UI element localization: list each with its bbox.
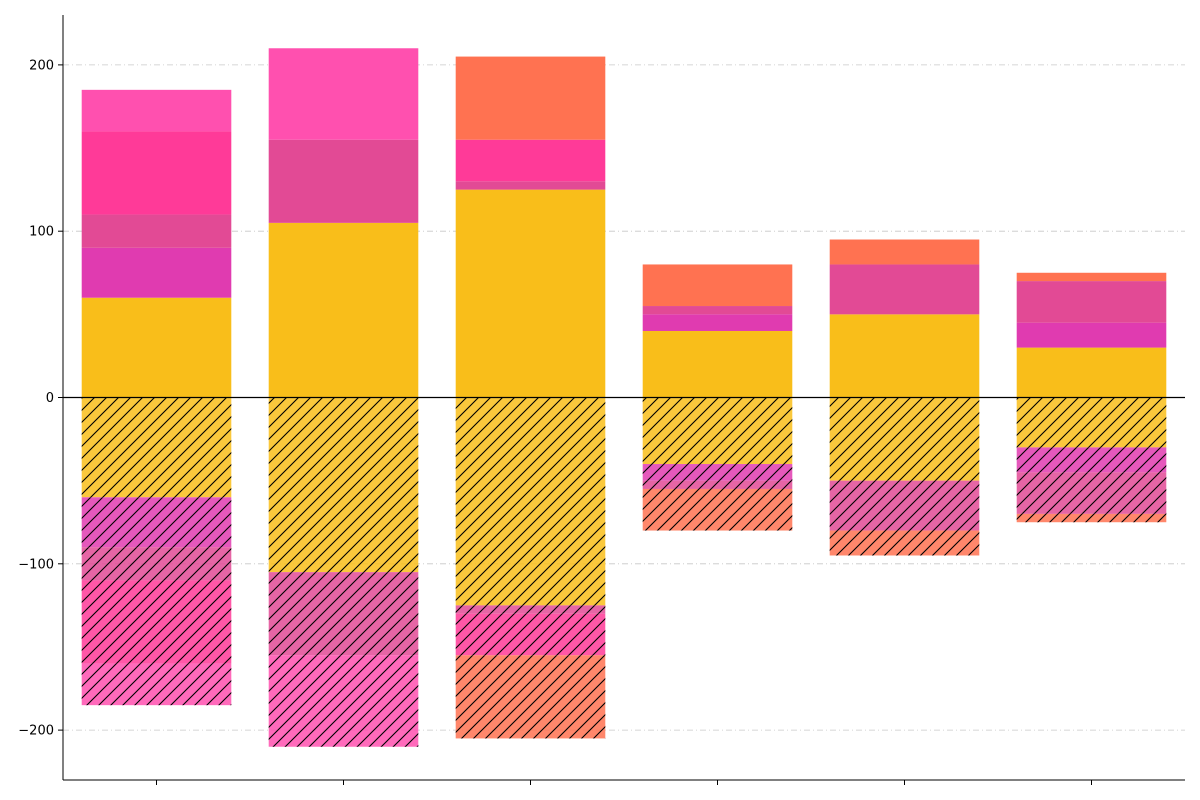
bar-segment-up	[829, 314, 980, 398]
bar-segment-down-hatch	[455, 613, 606, 656]
bar-segment-up	[81, 247, 232, 298]
bar-segment-down-hatch	[455, 655, 606, 739]
bar-segment-down-hatch	[642, 464, 793, 481]
bar-segment-down-hatch	[268, 655, 419, 747]
y-tick-label: 0	[46, 391, 54, 406]
gridlines	[63, 64, 1185, 731]
bar-segment-down-hatch	[455, 397, 606, 606]
bar-segment-up	[455, 139, 606, 182]
bar-segment-up	[1016, 272, 1167, 282]
bar-segment-down-hatch	[81, 663, 232, 706]
bar-segment-up	[642, 314, 793, 331]
bar-segment-down-hatch	[268, 397, 419, 573]
axes: 200 100 0 −100 −200	[18, 15, 1185, 785]
bar-segment-down-hatch	[1016, 472, 1167, 514]
bar-segment-down-hatch	[1016, 513, 1167, 523]
bar-segment-up	[81, 89, 232, 132]
bar-segment-up	[268, 48, 419, 140]
bar-segment-up	[81, 214, 232, 248]
bar-segment-up	[268, 222, 419, 398]
bar-segment-up	[1016, 347, 1167, 398]
y-tick-label: −100	[18, 557, 54, 572]
bar-segment-down-hatch	[829, 397, 980, 481]
bar-segment-down-hatch	[81, 547, 232, 581]
bar-segment-down-hatch	[268, 572, 419, 656]
bar-segment-down-hatch	[81, 497, 232, 548]
bar-segment-up	[455, 181, 606, 190]
y-tick-label: −200	[18, 724, 54, 739]
bar-segment-down-hatch	[81, 580, 232, 664]
bar-segment-up	[1016, 281, 1167, 323]
bar-segment-down-hatch	[455, 605, 606, 614]
bar-segment-up	[455, 56, 606, 140]
bar-segment-up	[268, 139, 419, 223]
bar-segment-up	[642, 330, 793, 398]
bar-segment-down-hatch	[642, 480, 793, 489]
bar-segment-up	[455, 189, 606, 398]
bar-segment-up	[81, 297, 232, 398]
y-tick-label: 100	[29, 225, 54, 240]
y-tick-label: 200	[29, 58, 54, 73]
bar-segment-down-hatch	[642, 488, 793, 531]
bar-segment-down-hatch	[829, 530, 980, 556]
bars	[81, 48, 1167, 747]
bar-segment-down-hatch	[829, 480, 980, 531]
bar-segment-up	[642, 306, 793, 315]
bar-segment-down-hatch	[642, 397, 793, 465]
bar-segment-down-hatch	[1016, 447, 1167, 473]
bar-segment-up	[81, 131, 232, 215]
bar-segment-down-hatch	[1016, 397, 1167, 448]
bar-segment-down-hatch	[81, 397, 232, 498]
bar-segment-up	[1016, 322, 1167, 348]
bar-segment-up	[829, 264, 980, 315]
bar-segment-up	[642, 264, 793, 307]
bar-segment-up	[829, 239, 980, 265]
